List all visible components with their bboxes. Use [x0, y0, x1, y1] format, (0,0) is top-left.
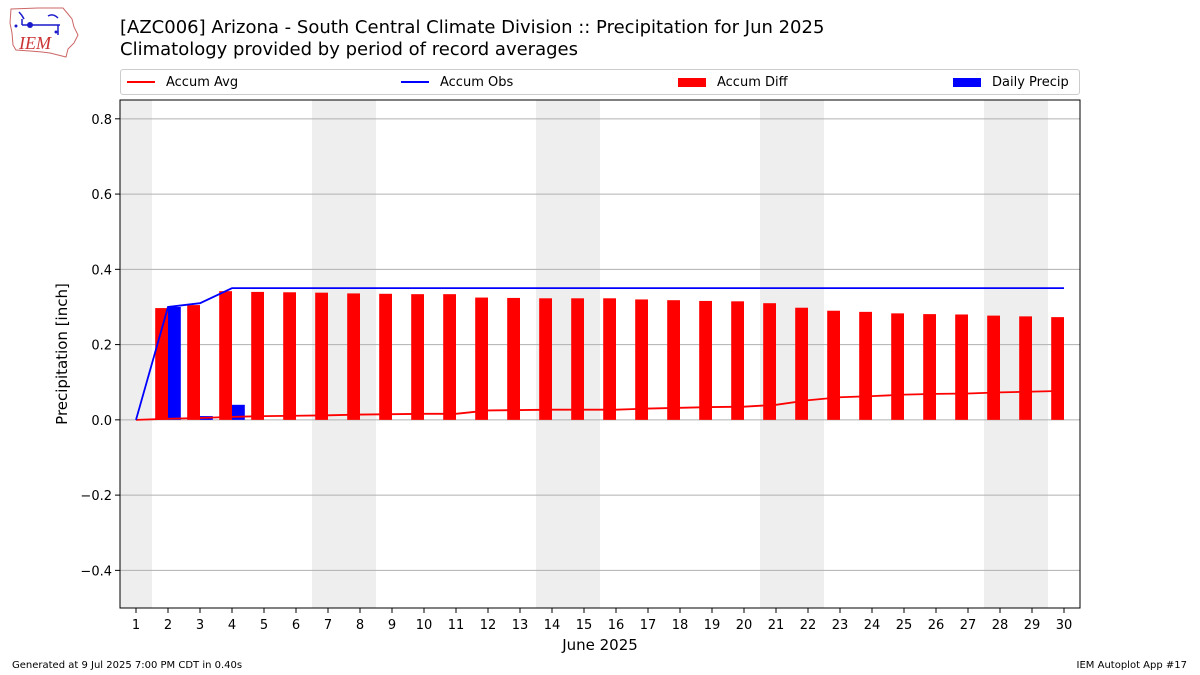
bar-accum-diff-day-7	[315, 292, 328, 420]
legend-label-accum-avg: Accum Avg	[166, 74, 239, 90]
bar-accum-diff-day-28	[987, 315, 1000, 420]
bar-accum-diff-day-4	[219, 291, 232, 420]
footer-app-text: IEM Autoplot App #17	[1076, 660, 1187, 671]
x-tick-label: 28	[992, 618, 1009, 633]
chart-legend: Accum Avg Accum Obs Accum Diff Daily Pre…	[120, 69, 1080, 95]
x-tick-label: 30	[1056, 618, 1073, 633]
legend-label-daily-precip: Daily Precip	[992, 74, 1069, 90]
axes: −0.4−0.20.00.20.40.60.81 2 3 4 5 6 7 8 9 10 11 12 13…	[80, 113, 1072, 633]
bar-accum-diff-day-6	[283, 292, 296, 420]
bar-accum-diff-day-3	[187, 305, 200, 420]
x-tick-label: 17	[640, 618, 657, 633]
x-tick-label: 1	[132, 618, 140, 633]
x-tick-label: 26	[928, 618, 945, 633]
lines	[135, 287, 1065, 421]
legend-label-accum-obs: Accum Obs	[440, 74, 514, 90]
bar-accum-diff-day-13	[507, 297, 520, 420]
bar-accum-diff-day-26	[923, 314, 936, 420]
chart-subtitle: Climatology provided by period of record…	[120, 39, 578, 60]
bar-accum-diff-day-27	[955, 314, 968, 420]
line-accum-obs	[135, 287, 1064, 421]
chart-title: [AZC006] Arizona - South Central Climate…	[120, 17, 825, 38]
y-tick-label: 0.8	[91, 113, 112, 128]
x-tick-label: 7	[324, 618, 332, 633]
bar-accum-diff-day-18	[667, 300, 680, 420]
y-tick-label: −0.2	[80, 489, 112, 504]
legend-swatch-accum-diff	[678, 77, 706, 87]
legend-item-accum-obs: Accum Obs	[401, 74, 513, 90]
x-tick-label: 4	[228, 618, 236, 633]
x-tick-label: 2	[164, 618, 172, 633]
legend-item-daily-precip: Daily Precip	[953, 74, 1069, 90]
bar-accum-diff-day-10	[411, 294, 424, 420]
x-tick-label: 22	[800, 618, 817, 633]
bar-accum-diff-day-12	[475, 297, 488, 420]
legend-label-accum-diff: Accum Diff	[717, 74, 788, 90]
x-tick-label: 21	[768, 618, 785, 633]
x-tick-label: 18	[672, 618, 689, 633]
x-tick-label: 6	[292, 618, 300, 633]
bar-accum-diff-day-8	[347, 293, 360, 420]
x-tick-label: 24	[864, 618, 881, 633]
line-accum-avg	[135, 389, 1065, 421]
x-tick-label: 15	[576, 618, 593, 633]
bar-accum-diff-day-20	[731, 301, 744, 420]
plot-frame	[119, 99, 1081, 609]
iem-logo: IEM	[9, 7, 79, 58]
legend-item-accum-diff: Accum Diff	[678, 74, 788, 90]
bars	[155, 291, 1064, 420]
x-tick-label: 10	[416, 618, 433, 633]
x-axis-label: June 2025	[561, 636, 638, 654]
y-axis-label: Precipitation [inch]	[53, 283, 71, 425]
x-tick-label: 13	[512, 618, 529, 633]
logo-text: IEM	[18, 33, 52, 53]
bar-accum-diff-day-19	[699, 300, 712, 420]
legend-swatch-daily-precip	[953, 77, 981, 87]
x-tick-label: 23	[832, 618, 849, 633]
x-tick-label: 19	[704, 618, 721, 633]
weekend-shading	[120, 100, 1048, 608]
legend-swatch-accum-obs	[401, 81, 429, 83]
x-tick-label: 8	[356, 618, 364, 633]
bar-accum-diff-day-24	[859, 311, 872, 420]
x-tick-label: 14	[544, 618, 561, 633]
bar-accum-diff-day-5	[251, 291, 264, 420]
x-tick-label: 9	[388, 618, 396, 633]
bar-accum-diff-day-2	[155, 308, 168, 420]
y-tick-label: 0.6	[91, 188, 112, 203]
y-tick-label: 0.2	[91, 339, 112, 354]
bar-accum-diff-day-14	[539, 298, 552, 420]
bar-accum-diff-day-29	[1019, 316, 1032, 420]
weekend-shade-day-1	[120, 100, 152, 608]
bar-accum-diff-day-16	[603, 298, 616, 420]
x-tick-label: 3	[196, 618, 204, 633]
x-tick-label: 27	[960, 618, 977, 633]
x-tick-label: 12	[480, 618, 497, 633]
legend-item-accum-avg: Accum Avg	[127, 74, 238, 90]
bar-accum-diff-day-15	[571, 298, 584, 420]
y-tick-label: 0.0	[91, 414, 112, 429]
bar-accum-diff-day-25	[891, 313, 904, 420]
bar-accum-diff-day-11	[443, 294, 456, 420]
bar-accum-diff-day-21	[763, 303, 776, 420]
x-tick-label: 20	[736, 618, 753, 633]
bar-daily-precip-day-2	[168, 306, 181, 420]
legend-swatch-accum-avg	[127, 81, 155, 83]
footer-generated-text: Generated at 9 Jul 2025 7:00 PM CDT in 0…	[12, 660, 243, 671]
y-tick-label: 0.4	[91, 263, 112, 278]
bar-accum-diff-day-23	[827, 310, 840, 420]
x-tick-label: 5	[260, 618, 268, 633]
x-tick-label: 25	[896, 618, 913, 633]
y-tick-label: −0.4	[80, 564, 112, 579]
bar-accum-diff-day-22	[795, 307, 808, 420]
gridlines	[120, 118, 1080, 571]
bar-accum-diff-day-9	[379, 293, 392, 420]
x-tick-label: 11	[448, 618, 465, 633]
bar-accum-diff-day-17	[635, 299, 648, 420]
x-tick-label: 29	[1024, 618, 1041, 633]
x-tick-label: 16	[608, 618, 625, 633]
bar-accum-diff-day-30	[1051, 317, 1064, 420]
